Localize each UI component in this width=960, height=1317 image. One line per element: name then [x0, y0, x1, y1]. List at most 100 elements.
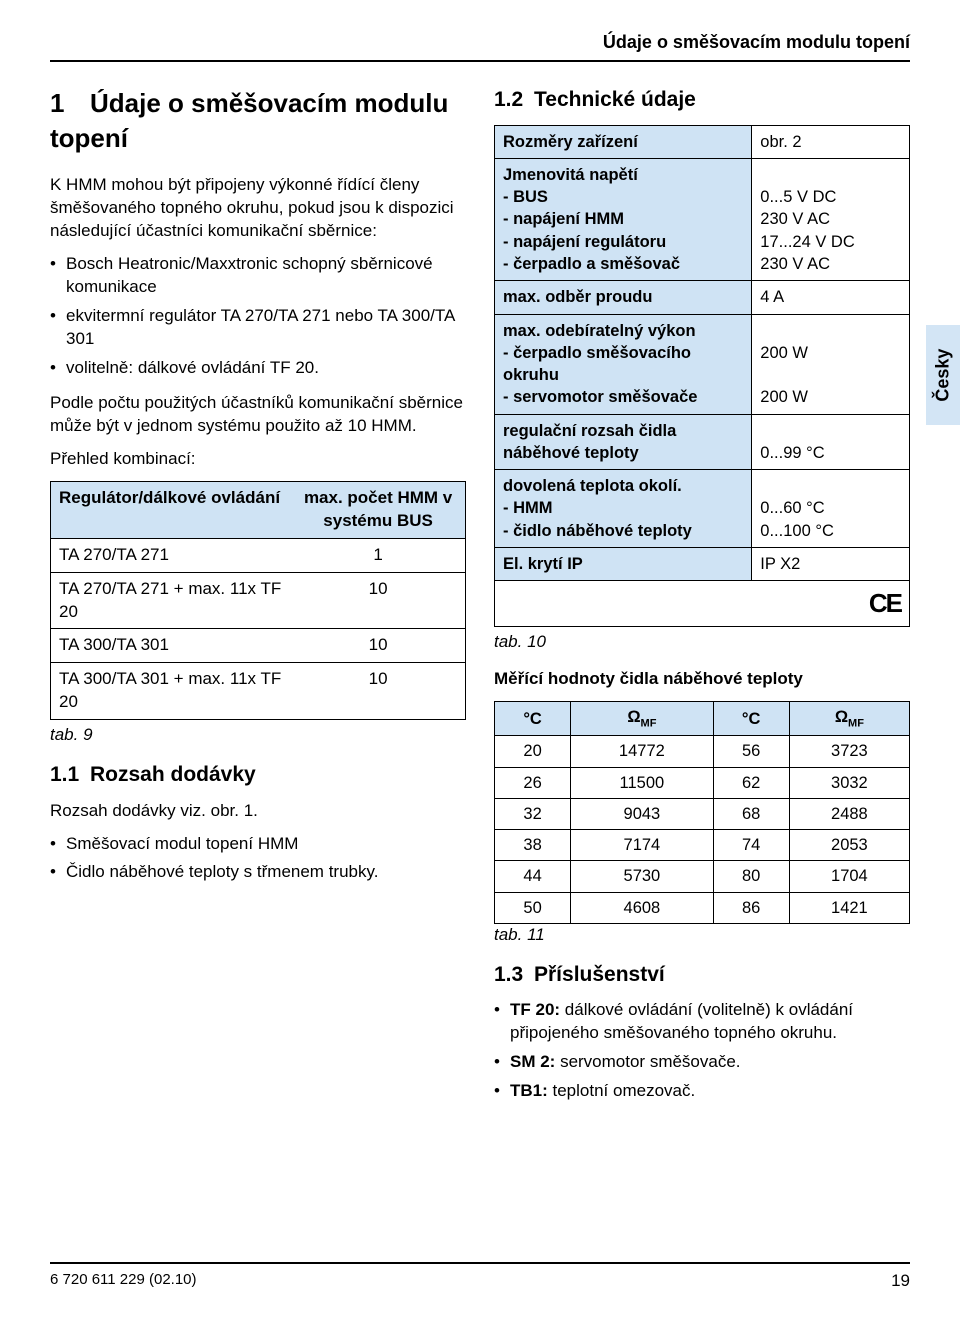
table-row: TA 270/TA 271 + max. 11x TF 2010 — [51, 572, 466, 629]
cell: 14772 — [571, 736, 713, 767]
spec-value: 200 W 200 W — [752, 314, 910, 414]
table-row: 2611500623032 — [495, 767, 910, 798]
sensor-header: °C — [495, 702, 571, 736]
cell: 10 — [291, 629, 465, 663]
cell: 62 — [713, 767, 789, 798]
bullet-item: volitelně: dálkové ovládání TF 20. — [50, 357, 466, 380]
spec-value: 4 A — [752, 281, 910, 314]
cell: 4608 — [571, 892, 713, 923]
table-row: 387174742053 — [495, 830, 910, 861]
section-1-2-number: 1.2 — [494, 86, 534, 114]
section-1-2-title: Technické údaje — [534, 88, 696, 111]
section-1-3-title: Příslušenství — [534, 963, 665, 986]
spec-value: CE — [752, 581, 910, 627]
spec-key: Rozměry zařízení — [495, 125, 752, 158]
section-1-1-p: Rozsah dodávky viz. obr. 1. — [50, 800, 466, 823]
section-1-number: 1 — [50, 86, 90, 121]
combinations-table: Regulátor/dálkové ovládání max. počet HM… — [50, 481, 466, 721]
spec-value: obr. 2 — [752, 125, 910, 158]
running-header: Údaje o směšovacím modulu topení — [50, 30, 910, 54]
cell: 38 — [495, 830, 571, 861]
bullet-bold: TF 20: — [510, 1000, 560, 1019]
bullet-item: Směšovací modul topení HMM — [50, 833, 466, 856]
cell: 2053 — [789, 830, 909, 861]
cell: 74 — [713, 830, 789, 861]
section-1-2-heading: 1.2Technické údaje — [494, 86, 910, 114]
combi-col1-header: Regulátor/dálkové ovládání — [51, 481, 292, 538]
footer-page-number: 19 — [891, 1270, 910, 1293]
bullet-item: Bosch Heatronic/Maxxtronic schopný sběrn… — [50, 253, 466, 299]
page-footer: 6 720 611 229 (02.10) 19 — [50, 1262, 910, 1293]
table-row: 445730801704 — [495, 861, 910, 892]
section-1-1-title: Rozsah dodávky — [90, 763, 256, 786]
section-1-1-heading: 1.1Rozsah dodávky — [50, 761, 466, 789]
footer-docnum: 6 720 611 229 (02.10) — [50, 1270, 197, 1293]
cell: 1704 — [789, 861, 909, 892]
section-1-p2: Podle počtu použitých účastníků komunika… — [50, 392, 466, 438]
cell: 3032 — [789, 767, 909, 798]
table-caption-9: tab. 9 — [50, 724, 466, 747]
table-row: Rozměry zařízeníobr. 2 — [495, 125, 910, 158]
spec-key: dovolená teplota okolí. - HMM - čidlo ná… — [495, 470, 752, 548]
table-row: max. odebíratelný výkon - čerpadlo směšo… — [495, 314, 910, 414]
table-row: CE — [495, 581, 910, 627]
header-rule — [50, 60, 910, 62]
table-caption-10: tab. 10 — [494, 631, 910, 654]
spec-key: Jmenovitá napětí - BUS - napájení HMM - … — [495, 158, 752, 280]
spec-key: max. odběr proudu — [495, 281, 752, 314]
cell: 2488 — [789, 798, 909, 829]
cell: 68 — [713, 798, 789, 829]
spec-value: 0...60 °C 0...100 °C — [752, 470, 910, 548]
sensor-table-title: Měřící hodnoty čidla náběhové teploty — [494, 668, 910, 691]
bullet-text: teplotní omezovač. — [548, 1081, 695, 1100]
section-1-heading: 1Údaje o směšovacím modulu topení — [50, 86, 466, 156]
language-label: Česky — [931, 348, 955, 401]
table-row: TA 270/TA 2711 — [51, 538, 466, 572]
table-row: max. odběr proudu4 A — [495, 281, 910, 314]
section-1-intro: K HMM mohou být připojeny výkonné řídící… — [50, 174, 466, 243]
combi-col2-header: max. počet HMM v systému BUS — [291, 481, 465, 538]
cell: TA 300/TA 301 + max. 11x TF 20 — [51, 663, 292, 720]
cell: 3723 — [789, 736, 909, 767]
cell: 10 — [291, 572, 465, 629]
section-1-3-bullets: TF 20: dálkové ovládání (volitelně) k ov… — [494, 999, 910, 1103]
cell: 56 — [713, 736, 789, 767]
cell: 32 — [495, 798, 571, 829]
table-row: 504608861421 — [495, 892, 910, 923]
bullet-item: TB1: teplotní omezovač. — [494, 1080, 910, 1103]
sensor-header: ΩMF — [789, 702, 909, 736]
spec-key: El. krytí IP — [495, 547, 752, 580]
cell: 1421 — [789, 892, 909, 923]
bullet-bold: SM 2: — [510, 1052, 555, 1071]
spec-key: max. odebíratelný výkon - čerpadlo směšo… — [495, 314, 752, 414]
bullet-text: servomotor směšovače. — [555, 1052, 740, 1071]
cell: 80 — [713, 861, 789, 892]
section-1-1-bullets: Směšovací modul topení HMM Čidlo náběhov… — [50, 833, 466, 885]
cell: 26 — [495, 767, 571, 798]
cell: 1 — [291, 538, 465, 572]
cell: 5730 — [571, 861, 713, 892]
cell: TA 270/TA 271 + max. 11x TF 20 — [51, 572, 292, 629]
bullet-item: TF 20: dálkové ovládání (volitelně) k ov… — [494, 999, 910, 1045]
table-row: 2014772563723 — [495, 736, 910, 767]
table-row: dovolená teplota okolí. - HMM - čidlo ná… — [495, 470, 910, 548]
specs-table: Rozměry zařízeníobr. 2Jmenovitá napětí -… — [494, 125, 910, 628]
table-row: 329043682488 — [495, 798, 910, 829]
cell: 9043 — [571, 798, 713, 829]
cell: 11500 — [571, 767, 713, 798]
table-row: El. krytí IPIP X2 — [495, 547, 910, 580]
cell: TA 300/TA 301 — [51, 629, 292, 663]
cell: 10 — [291, 663, 465, 720]
ce-mark-icon: CE — [869, 588, 901, 618]
section-1-3-heading: 1.3Příslušenství — [494, 961, 910, 989]
spec-value: 0...99 °C — [752, 414, 910, 470]
cell: 44 — [495, 861, 571, 892]
bullet-item: SM 2: servomotor směšovače. — [494, 1051, 910, 1074]
bullet-item: ekvitermní regulátor TA 270/TA 271 nebo … — [50, 305, 466, 351]
table-row: regulační rozsah čidla náběhové teploty … — [495, 414, 910, 470]
spec-value: IP X2 — [752, 547, 910, 580]
cell: TA 270/TA 271 — [51, 538, 292, 572]
bullet-text: dálkové ovládání (volitelně) k ovládání … — [510, 1000, 853, 1042]
section-1-bullets: Bosch Heatronic/Maxxtronic schopný sběrn… — [50, 253, 466, 380]
sensor-table: °CΩMF°CΩMF201477256372326115006230323290… — [494, 701, 910, 924]
